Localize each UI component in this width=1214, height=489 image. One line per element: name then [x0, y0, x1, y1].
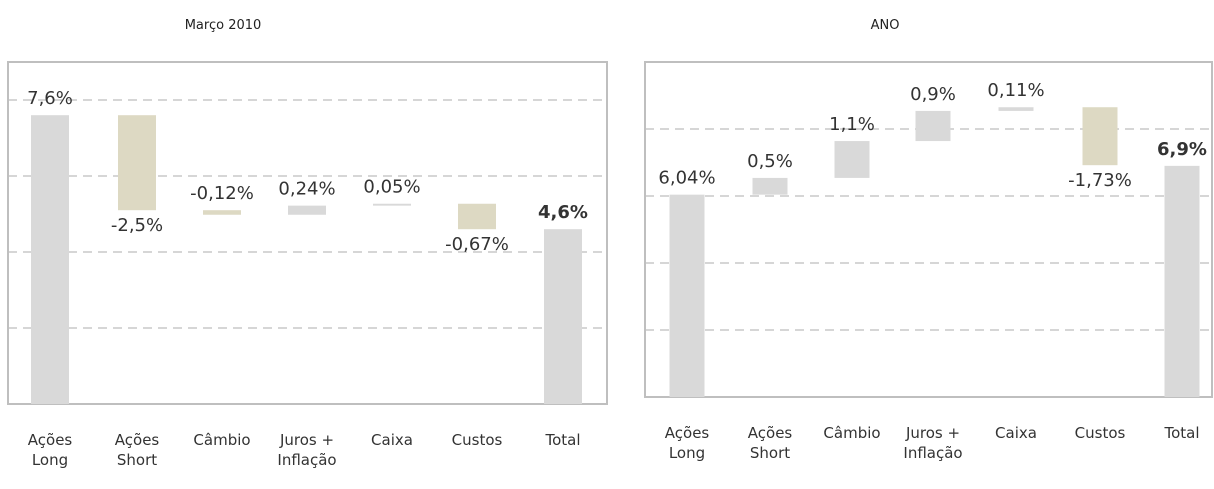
bar [288, 205, 326, 215]
x-tick-label: Câmbio [193, 431, 251, 449]
bar [669, 194, 705, 397]
value-label: 6,04% [658, 168, 715, 189]
value-label: 4,6% [538, 202, 588, 223]
value-label: 1,1% [829, 114, 875, 135]
value-label: 6,9% [1157, 139, 1207, 160]
x-tick-label: Total [545, 431, 581, 449]
value-label: 0,11% [987, 80, 1044, 101]
value-label: -2,5% [111, 215, 163, 236]
chart-title: ANO [870, 18, 900, 33]
bar [752, 177, 788, 195]
value-label: -0,67% [445, 234, 509, 255]
x-tick-label: Ações Short [114, 431, 160, 469]
plot-frame [644, 61, 1213, 398]
value-label: 0,05% [363, 177, 420, 198]
x-tick-label: Ações Long [27, 431, 73, 469]
bar [118, 115, 156, 211]
chart-title: Março 2010 [184, 18, 262, 33]
x-tick-label: Custos [451, 431, 503, 449]
x-tick-label: Ações Long [664, 424, 710, 462]
bar [544, 229, 582, 404]
value-label: 7,6% [27, 88, 73, 109]
value-label: -0,12% [190, 183, 254, 204]
x-tick-label: Caixa [995, 424, 1037, 442]
bar [915, 110, 951, 142]
value-label: 0,24% [278, 179, 335, 200]
x-tick-label: Ações Short [747, 424, 793, 462]
x-tick-label: Juros + Inflação [277, 431, 337, 469]
bar [458, 203, 496, 230]
bar [31, 115, 69, 404]
value-label: -1,73% [1068, 170, 1132, 191]
bar [1164, 165, 1200, 397]
x-tick-label: Custos [1074, 424, 1126, 442]
value-label: 0,9% [910, 84, 956, 105]
x-tick-label: Caixa [371, 431, 413, 449]
plot-frame [7, 61, 608, 405]
bar [373, 203, 411, 206]
bar [998, 107, 1034, 111]
x-tick-label: Total [1164, 424, 1200, 442]
value-label: 0,5% [747, 151, 793, 172]
bar [1082, 107, 1118, 166]
bar [834, 141, 870, 178]
x-tick-label: Câmbio [823, 424, 881, 442]
x-tick-label: Juros + Inflação [903, 424, 963, 462]
bar [203, 210, 241, 215]
